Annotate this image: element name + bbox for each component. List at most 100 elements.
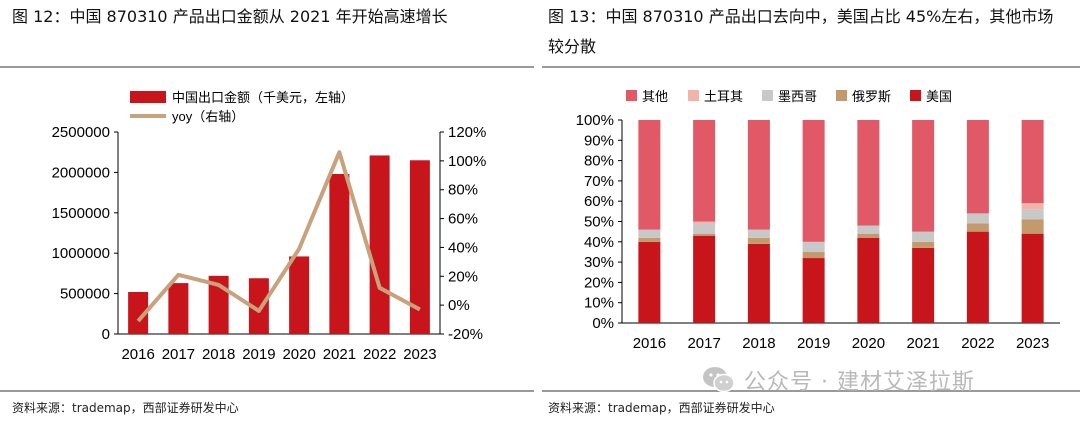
x-tick-label: 2017: [687, 335, 720, 352]
y-tick-label: 30%: [584, 254, 614, 271]
left-y-tick-label: 1000000: [52, 245, 110, 262]
right-top-rule: [542, 66, 1080, 68]
left-bottom-rule: [0, 390, 534, 392]
x-tick-label: 2021: [323, 346, 356, 363]
stacked-segment: [857, 237, 880, 323]
x-tick-label: 2023: [403, 346, 436, 363]
stacked-segment: [747, 229, 770, 238]
right-y-tick-label: 80%: [448, 182, 478, 199]
stacked-segment: [966, 213, 989, 224]
x-tick-label: 2018: [202, 346, 235, 363]
stacked-segment: [857, 120, 880, 226]
export-value-bar: [248, 278, 269, 334]
stacked-segment: [912, 120, 935, 232]
stacked-segment: [638, 237, 661, 242]
right-y-tick-label: 100%: [448, 153, 486, 170]
y-tick-label: 40%: [584, 234, 614, 251]
stacked-segment: [966, 223, 989, 232]
stacked-segment: [747, 243, 770, 323]
left-figure: 图 12：中国 870310 产品出口金额从 2021 年开始高速增长 0 500…: [0, 0, 534, 423]
stacked-segment: [638, 229, 661, 238]
stacked-segment: [802, 120, 825, 242]
legend-label: 土耳其: [704, 89, 743, 104]
export-value-bar: [329, 174, 350, 334]
stacked-segment: [802, 241, 825, 252]
stacked-segment: [857, 233, 880, 238]
x-tick-label: 2021: [906, 335, 939, 352]
legend-swatch: [762, 90, 773, 101]
stacked-segment: [1021, 120, 1044, 204]
stacked-segment: [1021, 209, 1044, 220]
x-tick-label: 2019: [242, 346, 275, 363]
x-tick-label: 2016: [121, 346, 154, 363]
stacked-segment: [802, 251, 825, 259]
right-y-tick-label: -20%: [448, 326, 483, 343]
stacked-segment: [693, 120, 716, 222]
stacked-segment: [857, 225, 880, 234]
right-figure-title: 图 13：中国 870310 产品出口去向中，美国占比 45%左右，其他市场较分…: [548, 7, 1054, 56]
left-y-tick-label: 500000: [60, 286, 110, 303]
y-tick-label: 60%: [584, 193, 614, 210]
export-value-bar: [409, 160, 430, 334]
stacked-segment: [966, 120, 989, 214]
left-y-tick-label: 1500000: [52, 205, 110, 222]
y-tick-label: 80%: [584, 153, 614, 170]
y-tick-label: 70%: [584, 173, 614, 190]
x-tick-label: 2020: [282, 346, 315, 363]
stacked-segment: [966, 231, 989, 323]
y-tick-label: 10%: [584, 295, 614, 312]
stacked-segment: [693, 221, 716, 224]
y-tick-label: 90%: [584, 132, 614, 149]
stacked-segment: [693, 233, 716, 236]
legend-swatch: [910, 90, 921, 101]
x-tick-label: 2019: [797, 335, 830, 352]
stacked-segment: [693, 223, 716, 234]
x-tick-label: 2016: [633, 335, 666, 352]
y-tick-label: 0%: [592, 315, 614, 332]
legend-label: 其他: [642, 89, 668, 104]
x-tick-label: 2017: [162, 346, 195, 363]
right-source: 资料来源：trademap，西部证券研发中心: [548, 401, 775, 415]
export-value-bar: [168, 283, 189, 334]
watermark-text: 公众号 · 建材艾泽拉斯: [744, 370, 975, 395]
x-tick-label: 2018: [742, 335, 775, 352]
stacked-segment: [802, 258, 825, 323]
legend-line-label: yoy（右轴）: [172, 109, 244, 124]
export-value-bar: [369, 155, 390, 334]
stacked-segment: [1021, 233, 1044, 323]
x-tick-label: 2020: [852, 335, 885, 352]
legend-swatch: [626, 90, 637, 101]
right-y-tick-label: 20%: [448, 268, 478, 285]
stacked-segment: [747, 120, 770, 230]
legend-label: 美国: [926, 89, 952, 104]
right-y-tick-label: 60%: [448, 211, 478, 228]
stacked-segment: [638, 120, 661, 230]
watermark: 公众号 · 建材艾泽拉斯: [702, 362, 975, 398]
right-y-tick-label: 40%: [448, 239, 478, 256]
legend-label: 俄罗斯: [852, 89, 891, 104]
stacked-segment: [693, 235, 716, 323]
left-chart: 0 500000 1000000 1500000 2000000 2500000 -20% 0…: [52, 90, 487, 363]
stacked-segment: [912, 231, 935, 242]
export-value-bar: [128, 291, 149, 334]
left-y-tick-label: 2000000: [52, 164, 110, 181]
stacked-segment: [1021, 219, 1044, 234]
left-top-rule: [0, 66, 534, 68]
left-y-tick-label: 0: [102, 326, 110, 343]
legend-bar-swatch: [130, 91, 166, 103]
right-y-tick-label: 0%: [448, 297, 470, 314]
left-source: 资料来源：trademap，西部证券研发中心: [12, 401, 239, 415]
stacked-segment: [1021, 203, 1044, 210]
stacked-segment: [912, 247, 935, 323]
y-tick-label: 50%: [584, 214, 614, 231]
x-tick-label: 2023: [1016, 335, 1049, 352]
y-tick-label: 20%: [584, 274, 614, 291]
left-figure-title: 图 12：中国 870310 产品出口金额从 2021 年开始高速增长: [12, 7, 448, 26]
right-figure: 图 13：中国 870310 产品出口去向中，美国占比 45%左右，其他市场较分…: [540, 0, 1080, 423]
legend-swatch: [688, 90, 699, 101]
x-tick-label: 2022: [961, 335, 994, 352]
yoy-line: [136, 150, 421, 323]
right-y-tick-label: 120%: [448, 124, 486, 141]
legend-label: 墨西哥: [778, 89, 817, 104]
stacked-segment: [747, 237, 770, 244]
